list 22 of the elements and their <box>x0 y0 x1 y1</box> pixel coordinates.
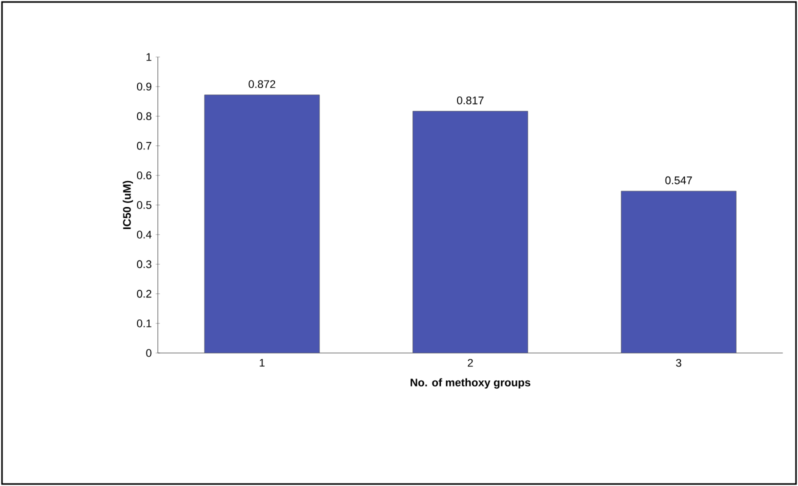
x-tick-label: 3 <box>676 358 682 367</box>
y-tick-label: 1 <box>146 53 152 61</box>
y-tick-label: 0.8 <box>136 112 152 120</box>
data-label: 0.547 <box>665 176 692 184</box>
data-label: 0.817 <box>457 96 484 104</box>
x-tick-label: 2 <box>468 358 473 367</box>
y-tick-label: 0.6 <box>136 171 152 180</box>
y-tick-label: 0.9 <box>136 82 152 90</box>
y-tick-label: 0.1 <box>136 319 152 328</box>
y-tick-label: 0.3 <box>136 260 152 268</box>
y-tick-label: 0.7 <box>136 142 152 150</box>
bar <box>204 94 320 353</box>
bar <box>412 110 528 353</box>
y-tick-label: 0.5 <box>136 201 152 209</box>
y-axis-title: IC50 (uM) <box>122 180 134 230</box>
y-tick-label: 0.2 <box>136 290 152 298</box>
y-tick-label: 0 <box>146 349 152 357</box>
data-label: 0.872 <box>248 80 276 88</box>
x-axis-title: No. of methoxy groups <box>410 378 530 389</box>
x-tick-label: 1 <box>260 358 265 367</box>
y-tick-label: 0.4 <box>136 230 152 238</box>
bar <box>620 190 736 353</box>
